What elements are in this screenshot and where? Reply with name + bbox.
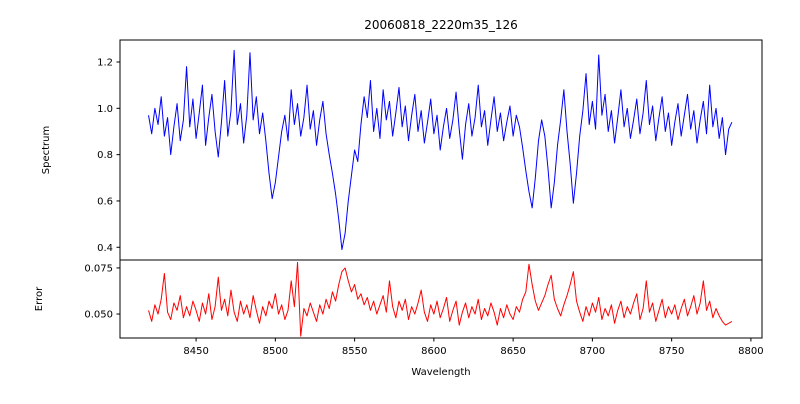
x-axis-label: Wavelength — [411, 367, 470, 378]
spectrum-y-tick-label: 1.0 — [97, 104, 113, 115]
error-y-tick-label: 0.075 — [84, 263, 113, 274]
x-tick-label: 8450 — [183, 346, 208, 357]
spectrum-panel: 0.4 0.6 0.8 1.0 1.2 — [97, 39, 763, 261]
spectrum-y-tick-label: 1.2 — [97, 58, 113, 69]
x-tick-label: 8650 — [500, 346, 525, 357]
x-tick-label: 8500 — [263, 346, 288, 357]
spectrum-y-tick-label: 0.8 — [97, 150, 113, 161]
x-tick-label: 8750 — [659, 346, 684, 357]
error-panel: 0.050 0.075 8450 8500 8550 8600 8650 8700 8750 88… — [84, 259, 764, 357]
error-axes-frame — [119, 259, 763, 339]
spectrum-y-axis-label: Spectrum — [41, 126, 52, 174]
error-y-tick-label: 0.050 — [84, 310, 113, 321]
x-tick-label: 8700 — [580, 346, 605, 357]
spectrum-axes-frame — [119, 39, 763, 261]
x-tick-label: 8550 — [342, 346, 367, 357]
error-y-axis-label: Error — [34, 286, 45, 311]
spectrum-y-tick-label: 0.4 — [97, 243, 113, 254]
x-tick-label: 8800 — [738, 346, 763, 357]
spectrum-line — [148, 49, 733, 251]
x-tick-label: 8600 — [421, 346, 446, 357]
chart-title: 20060818_2220m35_126 — [364, 18, 517, 32]
error-line — [148, 261, 733, 337]
spectrum-y-tick-label: 0.6 — [97, 196, 113, 207]
